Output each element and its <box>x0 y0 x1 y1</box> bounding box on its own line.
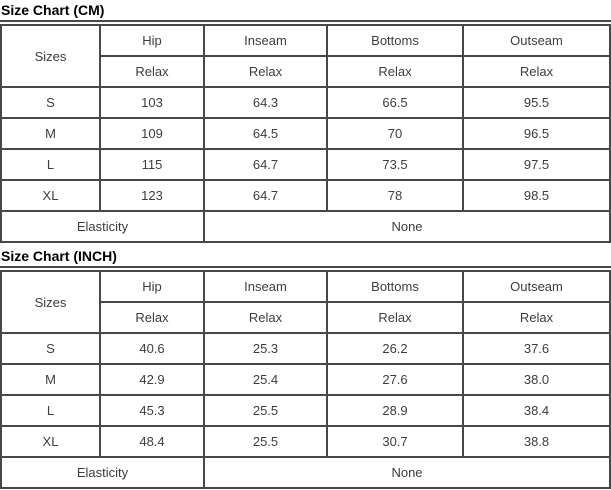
value-cell: 103 <box>99 86 205 119</box>
table-row-m: M 42.9 25.4 27.6 38.0 <box>0 363 611 396</box>
value-cell: 96.5 <box>462 117 611 150</box>
value-cell: 25.3 <box>203 332 328 365</box>
value-cell: 78 <box>326 179 464 212</box>
elasticity-value: None <box>203 456 611 489</box>
size-label: XL <box>0 425 101 458</box>
value-cell: 64.5 <box>203 117 328 150</box>
value-cell: 98.5 <box>462 179 611 212</box>
relax-header: Relax <box>203 55 328 88</box>
value-cell: 95.5 <box>462 86 611 119</box>
table-subheader-row: Relax Relax Relax Relax <box>1 301 611 334</box>
value-cell: 73.5 <box>326 148 464 181</box>
table-row-m: M 109 64.5 70 96.5 <box>0 117 611 150</box>
column-header-hip: Hip <box>99 270 205 303</box>
value-cell: 42.9 <box>99 363 205 396</box>
relax-header: Relax <box>326 55 464 88</box>
value-cell: 40.6 <box>99 332 205 365</box>
table-row-s: S 40.6 25.3 26.2 37.6 <box>0 332 611 365</box>
value-cell: 64.3 <box>203 86 328 119</box>
column-header-inseam: Inseam <box>203 24 328 57</box>
table-row-xl: XL 123 64.7 78 98.5 <box>0 179 611 212</box>
column-header-inseam: Inseam <box>203 270 328 303</box>
value-cell: 70 <box>326 117 464 150</box>
table-row-xl: XL 48.4 25.5 30.7 38.8 <box>0 425 611 458</box>
elasticity-value: None <box>203 210 611 243</box>
value-cell: 25.4 <box>203 363 328 396</box>
value-cell: 26.2 <box>326 332 464 365</box>
relax-header: Relax <box>462 55 611 88</box>
corner-header-sizes: Sizes <box>0 24 101 88</box>
relax-header: Relax <box>203 301 328 334</box>
column-header-bottoms: Bottoms <box>326 270 464 303</box>
table-row-l: L 45.3 25.5 28.9 38.4 <box>0 394 611 427</box>
size-label: M <box>0 117 101 150</box>
size-chart-inch-section: Size Chart (INCH) Sizes Hip Inseam Botto… <box>0 246 611 489</box>
value-cell: 64.7 <box>203 179 328 212</box>
value-cell: 123 <box>99 179 205 212</box>
size-label: L <box>0 148 101 181</box>
table-subheader-row: Relax Relax Relax Relax <box>1 55 611 88</box>
value-cell: 30.7 <box>326 425 464 458</box>
size-chart-cm-table: Sizes Hip Inseam Bottoms Outseam Relax R… <box>0 24 611 243</box>
column-header-hip: Hip <box>99 24 205 57</box>
value-cell: 64.7 <box>203 148 328 181</box>
relax-header: Relax <box>99 55 205 88</box>
table-footer-row: Elasticity None <box>0 210 611 243</box>
table-row-s: S 103 64.3 66.5 95.5 <box>0 86 611 119</box>
elasticity-label: Elasticity <box>0 456 205 489</box>
table-header-row: Sizes Hip Inseam Bottoms Outseam <box>0 270 611 334</box>
relax-header: Relax <box>326 301 464 334</box>
value-cell: 48.4 <box>99 425 205 458</box>
column-header-outseam: Outseam <box>462 24 611 57</box>
table-header-row: Sizes Hip Inseam Bottoms Outseam <box>0 24 611 88</box>
size-label: S <box>0 332 101 365</box>
value-cell: 37.6 <box>462 332 611 365</box>
corner-header-sizes: Sizes <box>0 270 101 334</box>
value-cell: 25.5 <box>203 394 328 427</box>
value-cell: 38.4 <box>462 394 611 427</box>
value-cell: 97.5 <box>462 148 611 181</box>
value-cell: 66.5 <box>326 86 464 119</box>
elasticity-label: Elasticity <box>0 210 205 243</box>
value-cell: 109 <box>99 117 205 150</box>
relax-header: Relax <box>99 301 205 334</box>
value-cell: 28.9 <box>326 394 464 427</box>
column-header-bottoms: Bottoms <box>326 24 464 57</box>
size-chart-inch-table: Sizes Hip Inseam Bottoms Outseam Relax R… <box>0 270 611 489</box>
value-cell: 45.3 <box>99 394 205 427</box>
table-footer-row: Elasticity None <box>0 456 611 489</box>
size-chart-inch-title: Size Chart (INCH) <box>0 246 611 268</box>
size-label: S <box>0 86 101 119</box>
size-chart-cm-title: Size Chart (CM) <box>0 0 611 22</box>
size-chart-cm-section: Size Chart (CM) Sizes Hip Inseam Bottoms… <box>0 0 611 243</box>
size-label: L <box>0 394 101 427</box>
column-header-outseam: Outseam <box>462 270 611 303</box>
value-cell: 38.0 <box>462 363 611 396</box>
value-cell: 27.6 <box>326 363 464 396</box>
value-cell: 38.8 <box>462 425 611 458</box>
table-row-l: L 115 64.7 73.5 97.5 <box>0 148 611 181</box>
size-label: XL <box>0 179 101 212</box>
size-label: M <box>0 363 101 396</box>
value-cell: 25.5 <box>203 425 328 458</box>
value-cell: 115 <box>99 148 205 181</box>
relax-header: Relax <box>462 301 611 334</box>
